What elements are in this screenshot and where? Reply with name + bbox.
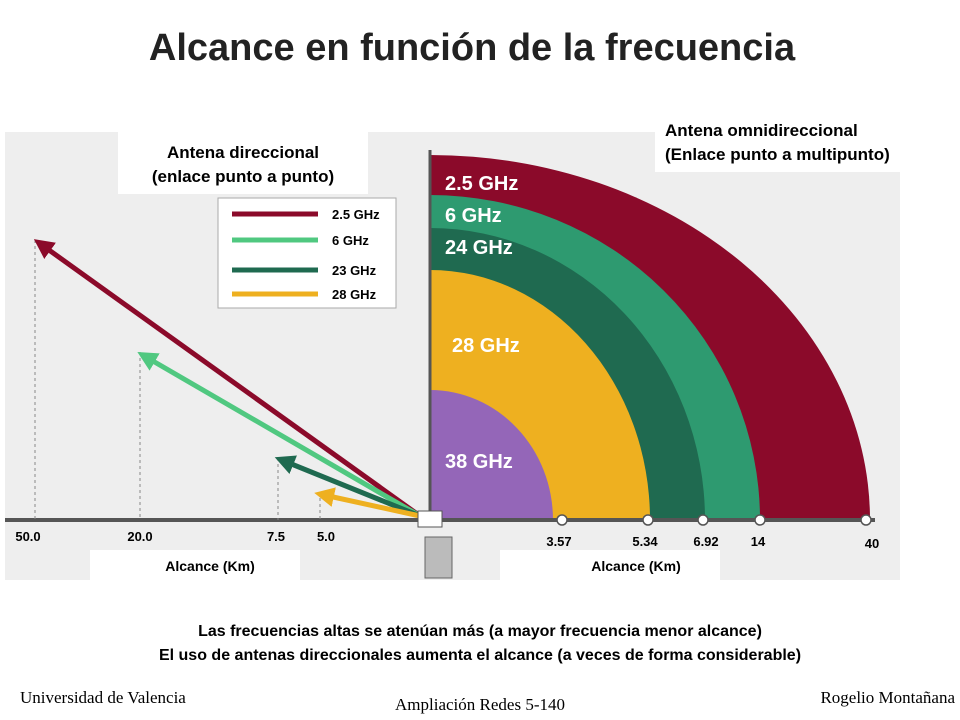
tick-label: 20.0 [127, 529, 152, 544]
legend-item: 6 GHz [332, 233, 369, 248]
right-title: Antena omnidireccional [665, 121, 858, 140]
tick-label: 14 [751, 534, 766, 549]
antenna [417, 510, 443, 528]
tick-label: 3.57 [546, 534, 571, 549]
axis-label: Alcance (Km) [165, 558, 254, 574]
left-title: Antena direccional [167, 143, 319, 162]
footer-center: Ampliación Redes 5-140 [395, 695, 565, 714]
arc-label: 28 GHz [452, 335, 520, 357]
tick-label: 6.92 [693, 534, 718, 549]
arc-label: 24 GHz [445, 237, 513, 259]
arc-label: 38 GHz [445, 451, 513, 473]
footer-left: Universidad de Valencia [20, 688, 186, 707]
arc-label: 2.5 GHz [445, 173, 518, 195]
antenna-base [424, 536, 453, 579]
right-title-box [655, 112, 950, 172]
left-title-box [118, 132, 368, 194]
note: Las frecuencias altas se atenúan más (a … [198, 623, 762, 640]
legend-item: 28 GHz [332, 287, 377, 302]
footer-right: Rogelio Montañana [820, 688, 955, 707]
legend-item: 23 GHz [332, 263, 377, 278]
tick-label: 50.0 [15, 529, 40, 544]
tick-label: 5.0 [317, 529, 335, 544]
axis-label: Alcance (Km) [591, 558, 680, 574]
arc [430, 390, 553, 520]
legend-item: 2.5 GHz [332, 207, 380, 222]
arc-label: 6 GHz [445, 205, 502, 227]
tick-label: 40 [865, 536, 879, 551]
right-title: (Enlace punto a multipunto) [665, 145, 890, 164]
tick-label: 7.5 [267, 529, 285, 544]
note: El uso de antenas direccionales aumenta … [159, 647, 801, 664]
left-title: (enlace punto a punto) [152, 167, 334, 186]
tick-label: 5.34 [632, 534, 658, 549]
title: Alcance en función de la frecuencia [149, 27, 796, 69]
